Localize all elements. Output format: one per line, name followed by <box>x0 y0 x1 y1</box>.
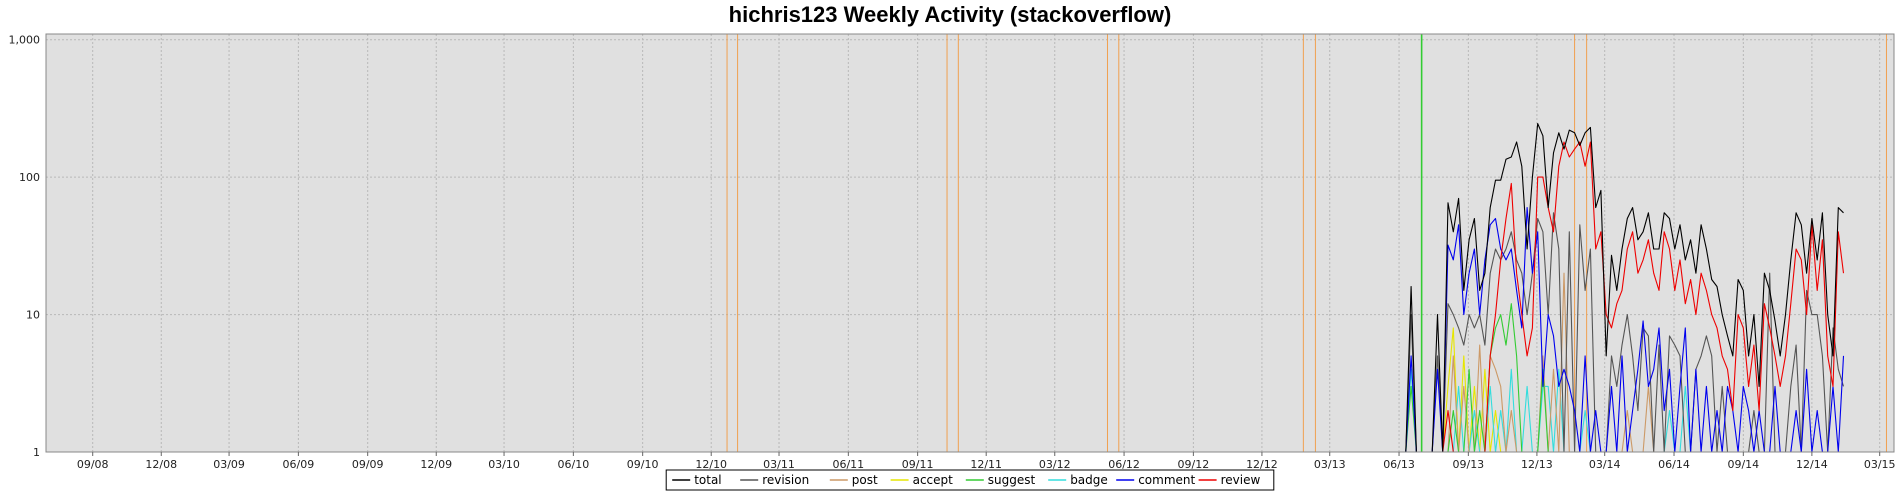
x-tick-label: 09/14 <box>1727 458 1759 471</box>
legend-item-accept: accept <box>890 473 954 487</box>
legend-item-total: total <box>672 473 722 487</box>
x-tick-label: 03/10 <box>488 458 520 471</box>
series-line-revision <box>46 212 1845 453</box>
legend: total revision post accept suggest badge comme… <box>665 469 1275 491</box>
x-tick-label: 12/12 <box>1246 458 1278 471</box>
x-tick-label: 12/14 <box>1796 458 1828 471</box>
x-tick-label: 03/11 <box>763 458 795 471</box>
x-tick-label: 12/08 <box>145 458 177 471</box>
chart-title: hichris123 Weekly Activity (stackoverflo… <box>729 2 1172 27</box>
legend-label: total <box>694 473 721 487</box>
x-tick-label: 12/09 <box>420 458 452 471</box>
x-tick-label: 09/12 <box>1178 458 1210 471</box>
plot-area <box>46 34 1894 452</box>
legend-label: badge <box>1070 473 1108 487</box>
x-tick-label: 06/11 <box>832 458 864 471</box>
axis-layer: 1 10 100 1,000 09/08 12/08 03/09 06/09 09/09 12/0… <box>9 34 1896 471</box>
event-marker-layer <box>726 34 1887 452</box>
x-tick-label: 03/13 <box>1314 458 1346 471</box>
y-tick-label: 10 <box>26 309 40 322</box>
x-tick-label: 06/12 <box>1108 458 1140 471</box>
x-tick-label: 12/13 <box>1521 458 1553 471</box>
x-tick-label: 06/10 <box>558 458 590 471</box>
y-tick-label: 100 <box>19 171 40 184</box>
x-tick-label: 06/13 <box>1383 458 1415 471</box>
x-tick-label: 09/10 <box>627 458 659 471</box>
x-tick-label: 09/08 <box>77 458 109 471</box>
x-tick-label: 03/15 <box>1864 458 1896 471</box>
plot-border <box>45 33 1895 453</box>
legend-item-review: review <box>1198 473 1261 487</box>
y-tick-label: 1,000 <box>9 34 41 47</box>
legend-label: comment <box>1138 473 1195 487</box>
legend-label: revision <box>762 473 809 487</box>
legend-item-badge: badge <box>1048 473 1108 487</box>
x-tick-label: 09/09 <box>352 458 384 471</box>
x-tick-label: 12/11 <box>970 458 1002 471</box>
legend-item-post: post <box>829 473 878 487</box>
x-tick-label: 12/10 <box>695 458 727 471</box>
x-tick-label: 03/14 <box>1589 458 1621 471</box>
x-tick-label: 06/14 <box>1658 458 1690 471</box>
legend-label: suggest <box>988 473 1036 487</box>
x-tick-label: 03/12 <box>1039 458 1071 471</box>
legend-label: accept <box>913 473 954 487</box>
legend-item-revision: revision <box>740 473 809 487</box>
x-tick-label: 09/11 <box>902 458 934 471</box>
x-tick-label: 09/13 <box>1452 458 1484 471</box>
legend-item-suggest: suggest <box>965 473 1036 487</box>
legend-item-comment: comment <box>1116 473 1196 487</box>
x-tick-label: 03/09 <box>213 458 245 471</box>
legend-label: review <box>1221 473 1261 487</box>
series-line-total <box>46 123 1844 453</box>
y-tick-label: 1 <box>33 446 40 459</box>
x-tick-label: 06/09 <box>283 458 315 471</box>
legend-label: post <box>852 473 878 487</box>
